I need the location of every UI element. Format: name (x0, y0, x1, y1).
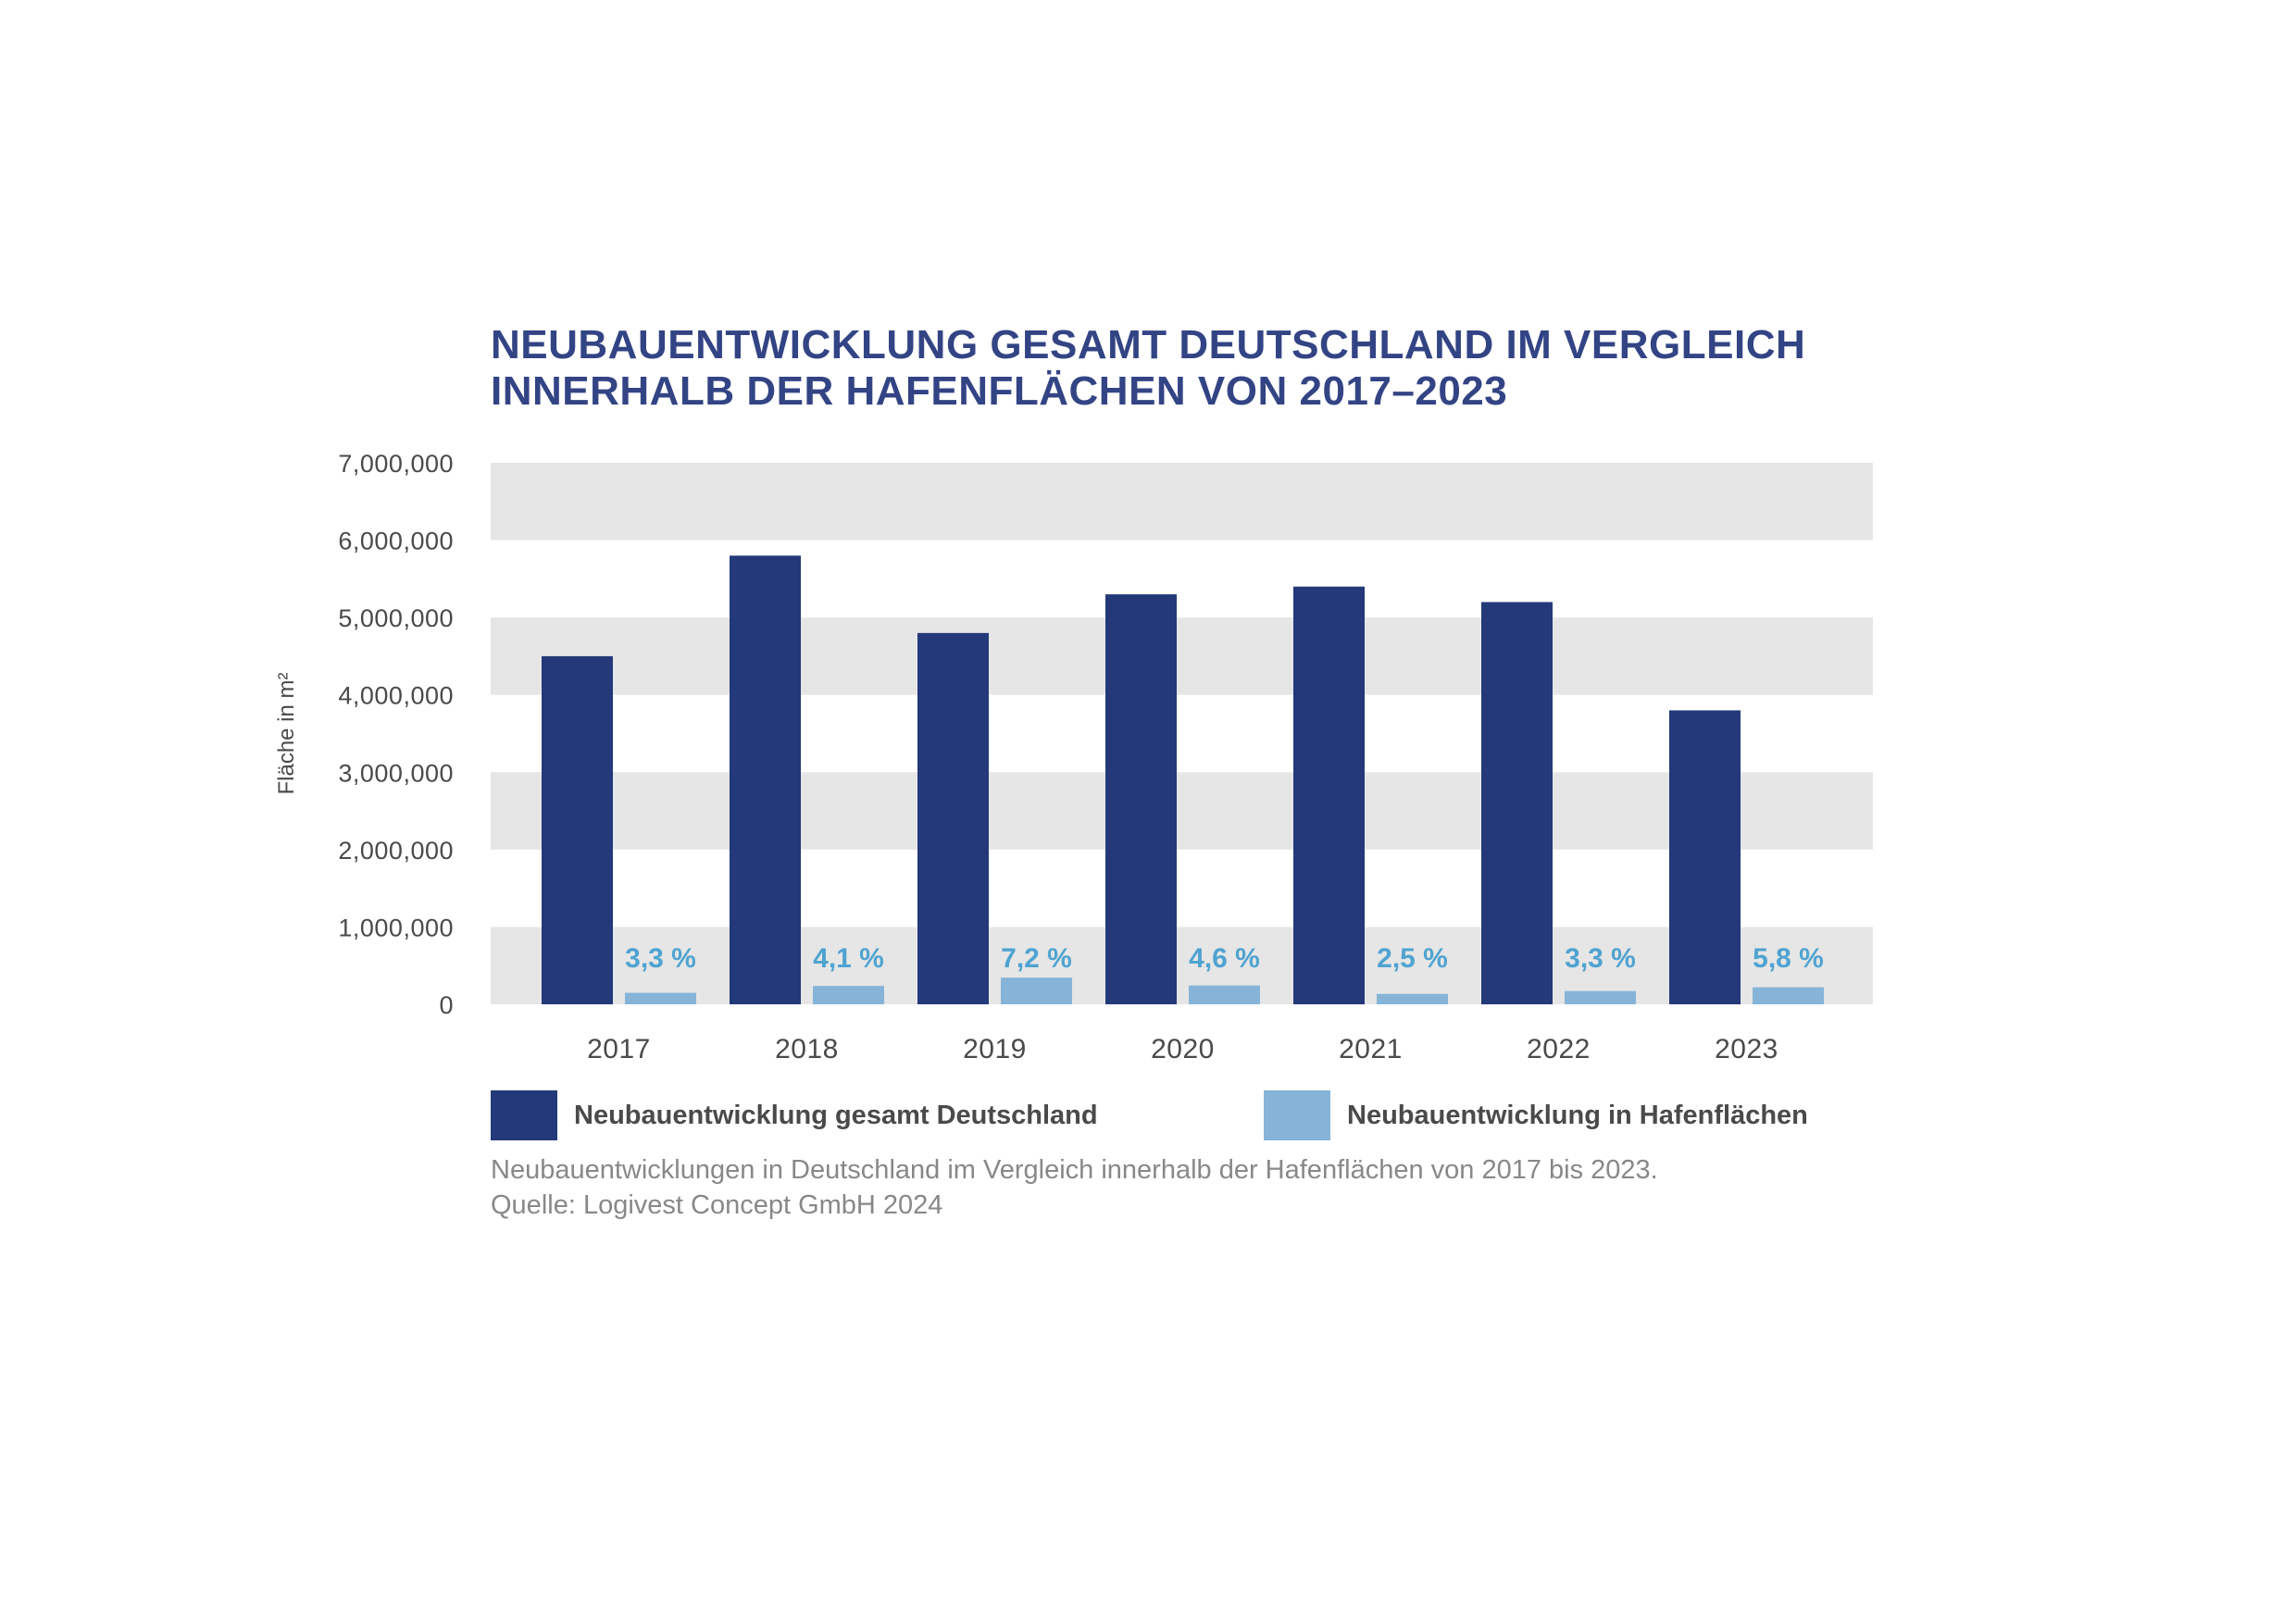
percent-label-2023: 5,8 % (1753, 943, 1824, 974)
y-tick-label: 3,000,000 (338, 759, 454, 787)
grid-band-0 (491, 927, 1873, 1004)
percent-label-2018: 4,1 % (813, 943, 884, 974)
bar-hafen-2022 (1565, 990, 1636, 1004)
y-tick-label: 7,000,000 (338, 450, 454, 478)
bar-hafen-2021 (1377, 993, 1448, 1004)
y-axis-label: Fläche in m² (274, 672, 299, 794)
legend-label-deutschland: Neubauentwicklung gesamt Deutschland (574, 1100, 1098, 1130)
bar-hafen-2020 (1189, 985, 1260, 1004)
y-axis-label-group: Fläche in m² (274, 672, 299, 794)
bar-hafen-2019 (1001, 977, 1072, 1004)
bar-deutschland-2020 (1105, 594, 1177, 1004)
bar-hafen-2018 (813, 986, 884, 1004)
bar-hafen-2023 (1753, 987, 1824, 1004)
y-tick-label: 4,000,000 (338, 682, 454, 710)
legend-item-deutschland: Neubauentwicklung gesamt Deutschland (491, 1089, 1098, 1141)
grid-band-2 (491, 772, 1873, 850)
legend-swatch-hafen (1264, 1090, 1330, 1140)
y-tick-label: 0 (439, 991, 454, 1019)
legend: Neubauentwicklung gesamt Deutschland Neu… (0, 1089, 2296, 1141)
percent-labels: 3,3 % 4,1 % 7,2 % 4,6 % 2,5 % 3,3 % 5,8 % (625, 943, 1824, 974)
percent-label-2021: 2,5 % (1377, 943, 1448, 974)
percent-label-2017: 3,3 % (625, 943, 696, 974)
bar-hafen-2017 (625, 992, 696, 1004)
bar-deutschland-2017 (542, 655, 613, 1004)
grid-band-4 (491, 617, 1873, 695)
legend-item-hafen: Neubauentwicklung in Hafenflächen (1264, 1089, 1808, 1141)
x-tick-label-2017: 2017 (587, 1034, 651, 1064)
grid-band-6 (491, 463, 1873, 541)
y-tick-label: 1,000,000 (338, 914, 454, 941)
percent-label-2020: 4,6 % (1189, 943, 1260, 974)
chart-title-line-2: INNERHALB DER HAFENFLÄCHEN VON 2017–2023 (491, 368, 1508, 414)
chart-title: NEUBAUENTWICKLUNG GESAMT DEUTSCHLAND IM … (491, 322, 2065, 415)
bars (542, 555, 1824, 1004)
y-axis-ticks: 0 1,000,000 2,000,000 3,000,000 4,000,000 5,0… (338, 450, 454, 1019)
x-axis-ticks: 2017 2018 2019 2020 2021 2022 2023 (587, 1034, 1778, 1064)
legend-swatch-deutschland (491, 1090, 557, 1140)
legend-label-hafen: Neubauentwicklung in Hafenflächen (1347, 1100, 1808, 1130)
x-tick-label-2018: 2018 (775, 1034, 839, 1064)
caption-line-1: Neubauentwicklungen in Deutschland im Ve… (491, 1155, 1658, 1185)
caption-line-2: Quelle: Logivest Concept GmbH 2024 (491, 1190, 943, 1220)
bar-deutschland-2023 (1669, 710, 1741, 1004)
x-tick-label-2020: 2020 (1151, 1034, 1215, 1064)
bar-deutschland-2019 (917, 632, 989, 1004)
x-tick-label-2022: 2022 (1527, 1034, 1591, 1064)
bar-deutschland-2022 (1481, 602, 1553, 1004)
caption: Neubauentwicklungen in Deutschland im Ve… (491, 1152, 2065, 1223)
chart-title-line-1: NEUBAUENTWICKLUNG GESAMT DEUTSCHLAND IM … (491, 322, 1806, 367)
y-tick-label: 2,000,000 (338, 837, 454, 865)
y-tick-label: 6,000,000 (338, 528, 454, 555)
background-bands (491, 463, 1873, 1004)
x-tick-label-2023: 2023 (1715, 1034, 1778, 1064)
bar-deutschland-2018 (730, 555, 801, 1004)
x-tick-label-2021: 2021 (1339, 1034, 1403, 1064)
y-tick-label: 5,000,000 (338, 604, 454, 632)
percent-label-2022: 3,3 % (1565, 943, 1636, 974)
x-tick-label-2019: 2019 (963, 1034, 1027, 1064)
percent-label-2019: 7,2 % (1001, 943, 1072, 974)
bar-deutschland-2021 (1293, 586, 1365, 1004)
